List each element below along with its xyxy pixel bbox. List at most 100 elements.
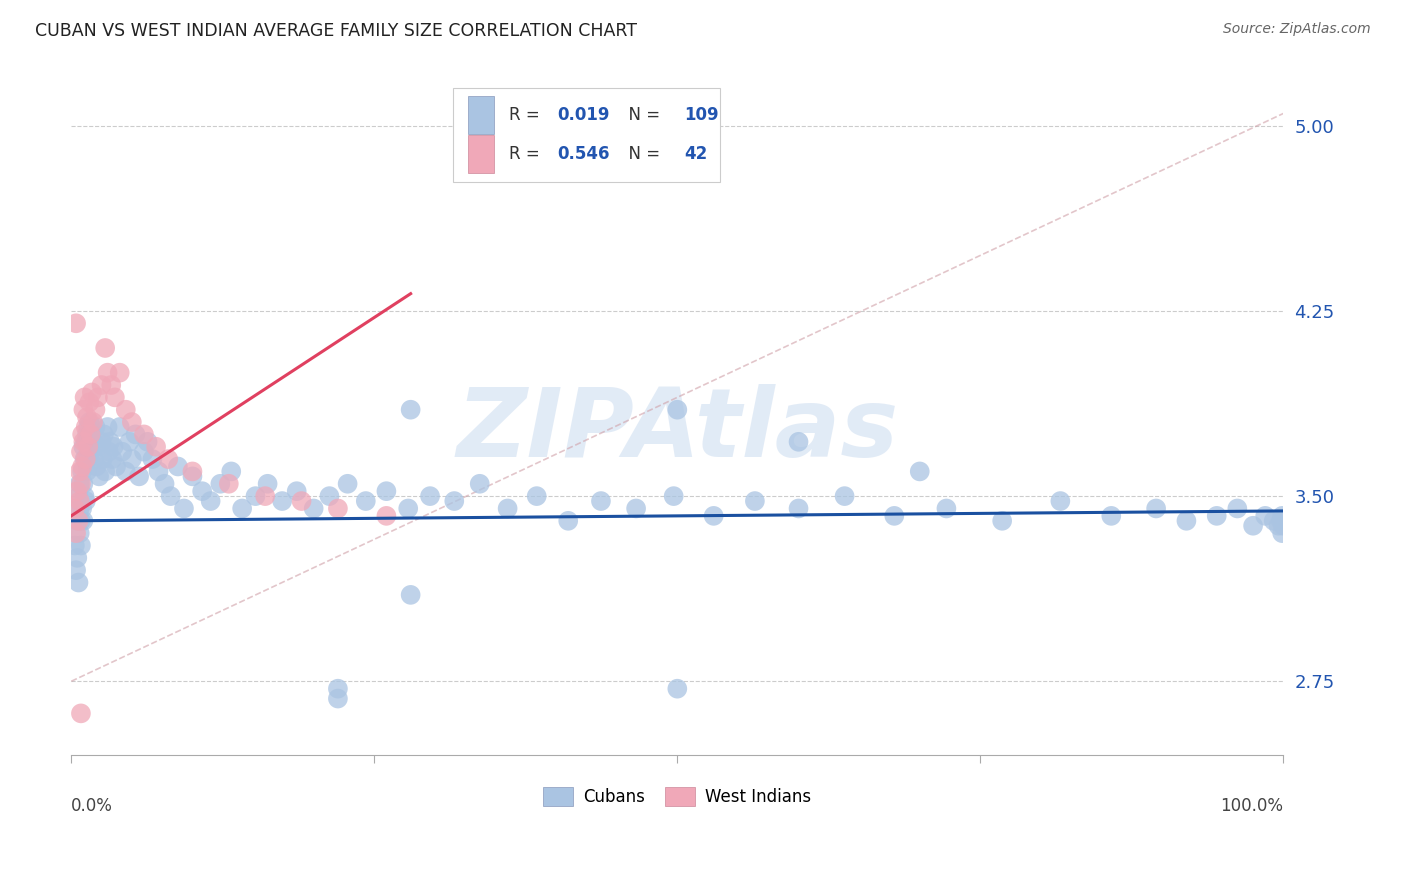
Point	[66, 514, 89, 528]
Text: Source: ZipAtlas.com: Source: ZipAtlas.com	[1223, 22, 1371, 37]
Point	[70, 501, 93, 516]
Text: CUBAN VS WEST INDIAN AVERAGE FAMILY SIZE CORRELATION CHART: CUBAN VS WEST INDIAN AVERAGE FAMILY SIZE…	[35, 22, 637, 40]
Point	[65, 316, 87, 330]
Point	[935, 501, 957, 516]
Text: N =: N =	[617, 105, 665, 123]
Point	[666, 402, 689, 417]
Point	[326, 501, 349, 516]
Point	[666, 681, 689, 696]
Point	[86, 459, 108, 474]
Point	[148, 465, 170, 479]
Point	[419, 489, 441, 503]
Point	[200, 494, 222, 508]
Point	[396, 501, 419, 516]
Point	[118, 434, 141, 449]
Point	[69, 501, 91, 516]
Point	[883, 508, 905, 523]
Point	[70, 539, 93, 553]
Point	[75, 452, 97, 467]
Point	[76, 465, 98, 479]
Point	[318, 489, 340, 503]
Point	[67, 489, 90, 503]
Point	[94, 465, 117, 479]
Point	[124, 427, 146, 442]
Point	[63, 539, 86, 553]
Point	[108, 366, 131, 380]
Point	[98, 434, 121, 449]
Point	[468, 476, 491, 491]
Text: N =: N =	[617, 145, 665, 163]
Point	[72, 514, 94, 528]
Point	[908, 465, 931, 479]
Point	[66, 484, 89, 499]
Point	[82, 415, 104, 429]
Point	[111, 444, 134, 458]
Point	[90, 378, 112, 392]
Point	[153, 476, 176, 491]
Text: 100.0%: 100.0%	[1220, 797, 1284, 814]
Text: 109: 109	[685, 105, 720, 123]
Point	[70, 465, 93, 479]
Point	[70, 427, 93, 442]
Point	[67, 575, 90, 590]
Point	[1270, 514, 1292, 528]
Point	[375, 484, 398, 499]
Point	[167, 459, 190, 474]
Point	[624, 501, 647, 516]
Point	[70, 459, 93, 474]
Point	[75, 494, 97, 508]
Point	[83, 452, 105, 467]
Point	[589, 494, 612, 508]
Point	[290, 494, 312, 508]
Point	[1263, 514, 1285, 528]
Text: ZIPAtlas: ZIPAtlas	[456, 384, 898, 477]
Point	[375, 508, 398, 523]
Point	[231, 501, 253, 516]
Point	[703, 508, 725, 523]
Point	[1175, 514, 1198, 528]
Point	[219, 465, 242, 479]
Text: R =: R =	[509, 105, 546, 123]
Point	[141, 452, 163, 467]
Point	[79, 440, 101, 454]
Point	[1049, 494, 1071, 508]
Point	[94, 341, 117, 355]
Text: 0.546: 0.546	[557, 145, 610, 163]
Point	[128, 469, 150, 483]
Point	[787, 501, 810, 516]
FancyBboxPatch shape	[453, 88, 720, 182]
Point	[114, 402, 136, 417]
Point	[76, 427, 98, 442]
Point	[73, 489, 96, 503]
Point	[72, 402, 94, 417]
Point	[145, 440, 167, 454]
Point	[132, 427, 155, 442]
Point	[84, 402, 107, 417]
Point	[91, 452, 114, 467]
Point	[136, 434, 159, 449]
Point	[1226, 501, 1249, 516]
Point	[157, 452, 180, 467]
Point	[285, 484, 308, 499]
Point	[834, 489, 856, 503]
Point	[1272, 518, 1295, 533]
Point	[69, 476, 91, 491]
Point	[84, 420, 107, 434]
Point	[72, 434, 94, 449]
Point	[557, 514, 579, 528]
Point	[181, 465, 204, 479]
Point	[336, 476, 359, 491]
Point	[662, 489, 685, 503]
Point	[103, 440, 125, 454]
Point	[77, 420, 100, 434]
Point	[1241, 518, 1264, 533]
Point	[245, 489, 267, 503]
Point	[73, 390, 96, 404]
Point	[744, 494, 766, 508]
Point	[121, 452, 143, 467]
Point	[97, 366, 120, 380]
Point	[209, 476, 232, 491]
Text: 0.019: 0.019	[557, 105, 610, 123]
Point	[79, 444, 101, 458]
Point	[75, 420, 97, 434]
